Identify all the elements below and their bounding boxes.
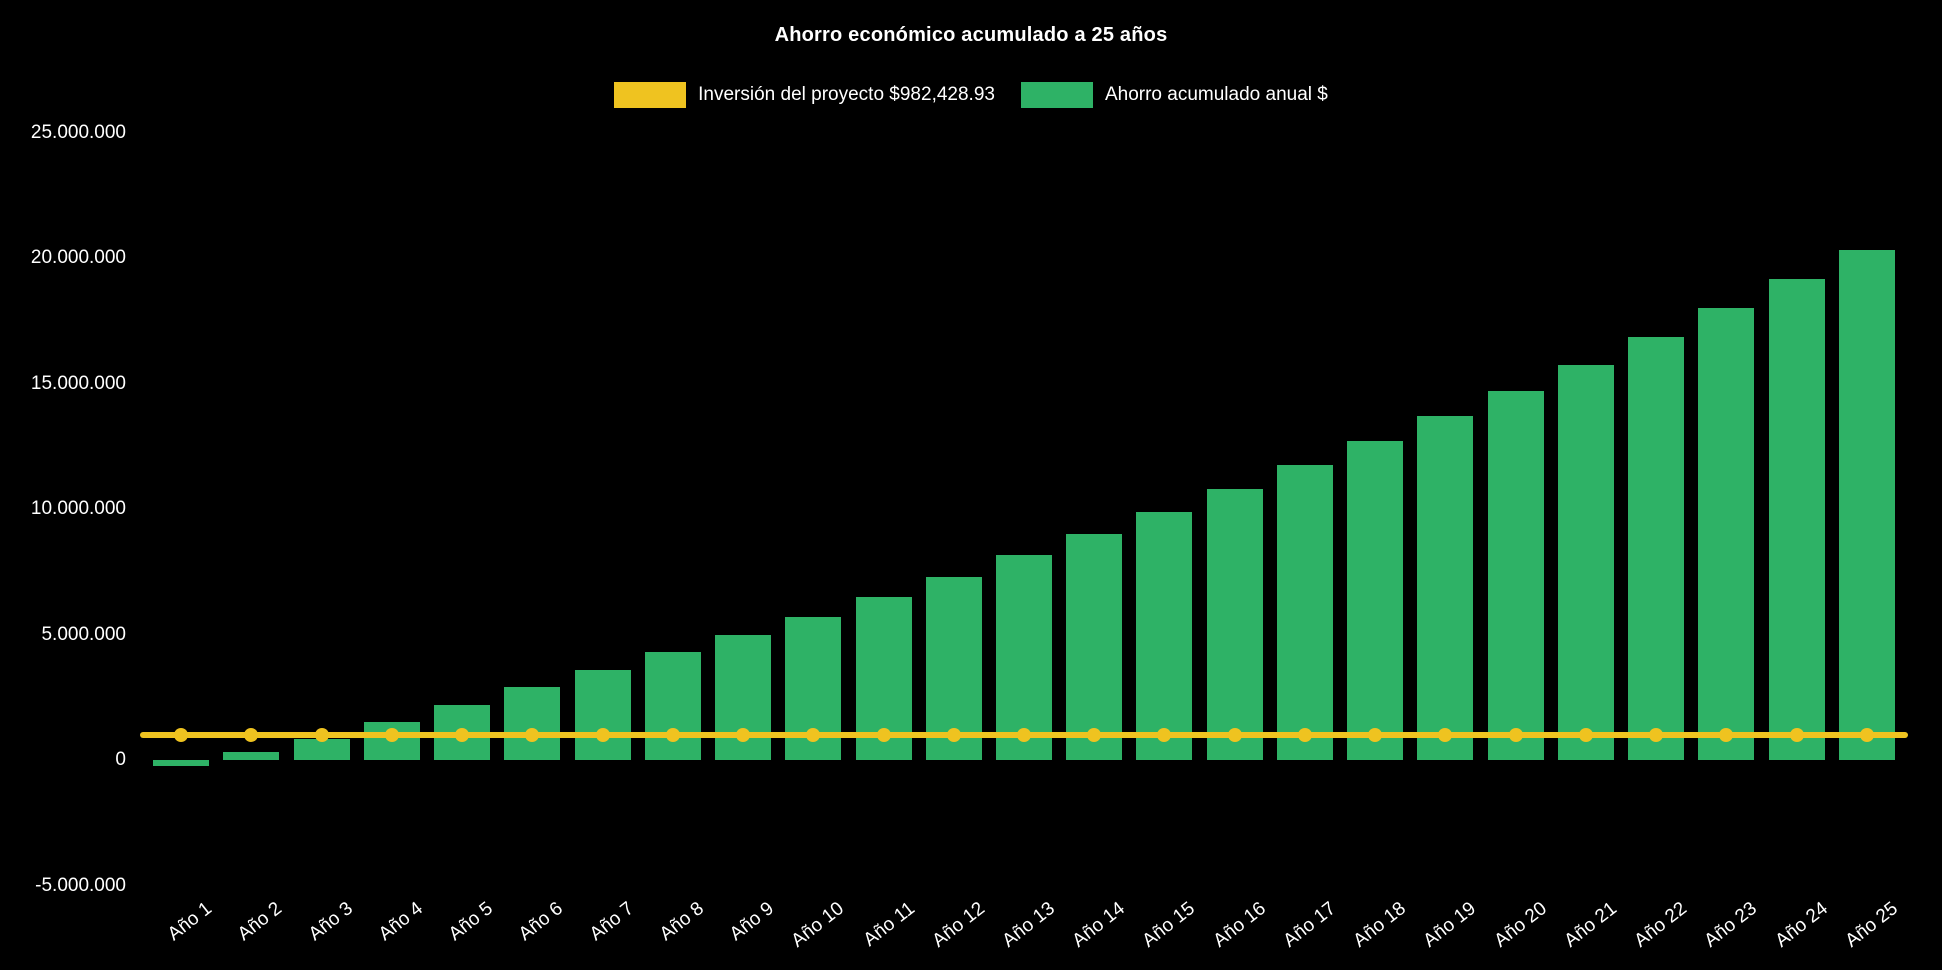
y-tick-label: 0 xyxy=(115,749,126,770)
investment-point[interactable] xyxy=(455,728,470,743)
investment-point[interactable] xyxy=(1719,728,1734,743)
chart-title: Ahorro económico acumulado a 25 años xyxy=(774,24,1168,46)
bar-año-13[interactable] xyxy=(996,555,1052,760)
legend-item-savings[interactable]: Ahorro acumulado anual $ xyxy=(1020,82,1328,108)
bar-año-25[interactable] xyxy=(1838,250,1895,760)
bar-año-2[interactable] xyxy=(223,752,280,760)
bar-año-6[interactable] xyxy=(504,687,561,760)
investment-point[interactable] xyxy=(314,728,329,743)
investment-point[interactable] xyxy=(1859,728,1874,743)
investment-point[interactable] xyxy=(174,728,189,743)
investment-point[interactable] xyxy=(1087,728,1102,743)
bar-año-23[interactable] xyxy=(1698,308,1755,760)
legend-swatch-investment[interactable] xyxy=(614,82,687,108)
bar-año-24[interactable] xyxy=(1768,279,1825,760)
investment-point[interactable] xyxy=(1157,728,1172,743)
bar-año-14[interactable] xyxy=(1066,534,1123,760)
bar-año-15[interactable] xyxy=(1136,511,1193,760)
bar-año-8[interactable] xyxy=(644,652,701,760)
investment-point[interactable] xyxy=(1227,728,1242,743)
bar-año-22[interactable] xyxy=(1628,337,1685,760)
legend-item-investment[interactable]: Inversión del proyecto $982,428.93 xyxy=(614,82,995,108)
y-tick-label: 25.000.000 xyxy=(30,121,126,143)
bar-año-7[interactable] xyxy=(574,669,631,760)
investment-point[interactable] xyxy=(1508,728,1523,743)
investment-point[interactable] xyxy=(806,728,821,743)
investment-point[interactable] xyxy=(665,728,680,743)
investment-point[interactable] xyxy=(1017,728,1031,743)
bar-año-19[interactable] xyxy=(1417,416,1474,760)
investment-point[interactable] xyxy=(1789,728,1804,743)
bar-año-18[interactable] xyxy=(1347,441,1404,760)
legend-label-investment: Inversión del proyecto $982,428.93 xyxy=(698,84,995,105)
y-tick-label: 15.000.000 xyxy=(30,372,126,394)
y-tick-label: 20.000.000 xyxy=(30,247,126,268)
legend: Inversión del proyecto $982,428.93 Ahorr… xyxy=(0,82,1942,108)
investment-point[interactable] xyxy=(244,728,259,743)
investment-point[interactable] xyxy=(525,728,540,743)
legend-label-savings: Ahorro acumulado anual $ xyxy=(1104,84,1328,105)
bar-año-3[interactable] xyxy=(293,738,350,760)
y-tick-label: 5.000.000 xyxy=(41,623,126,645)
y-tick-label: 10.000.000 xyxy=(30,498,126,519)
y-tick-label: -5.000.000 xyxy=(35,874,126,896)
investment-point[interactable] xyxy=(384,728,399,743)
investment-point[interactable] xyxy=(736,728,751,743)
investment-point[interactable] xyxy=(595,728,610,743)
legend-swatch-savings[interactable] xyxy=(1020,82,1093,108)
investment-point[interactable] xyxy=(1368,728,1383,743)
bar-año-16[interactable] xyxy=(1206,488,1263,760)
bar-año-21[interactable] xyxy=(1557,364,1614,760)
bar-año-1[interactable] xyxy=(153,760,210,767)
investment-point[interactable] xyxy=(1438,728,1453,743)
investment-point[interactable] xyxy=(946,728,961,743)
investment-point[interactable] xyxy=(1578,728,1593,743)
investment-point[interactable] xyxy=(1297,728,1312,743)
investment-point[interactable] xyxy=(876,728,891,743)
bar-año-20[interactable] xyxy=(1487,391,1544,760)
bar-año-17[interactable] xyxy=(1276,465,1333,760)
investment-point[interactable] xyxy=(1649,728,1664,743)
